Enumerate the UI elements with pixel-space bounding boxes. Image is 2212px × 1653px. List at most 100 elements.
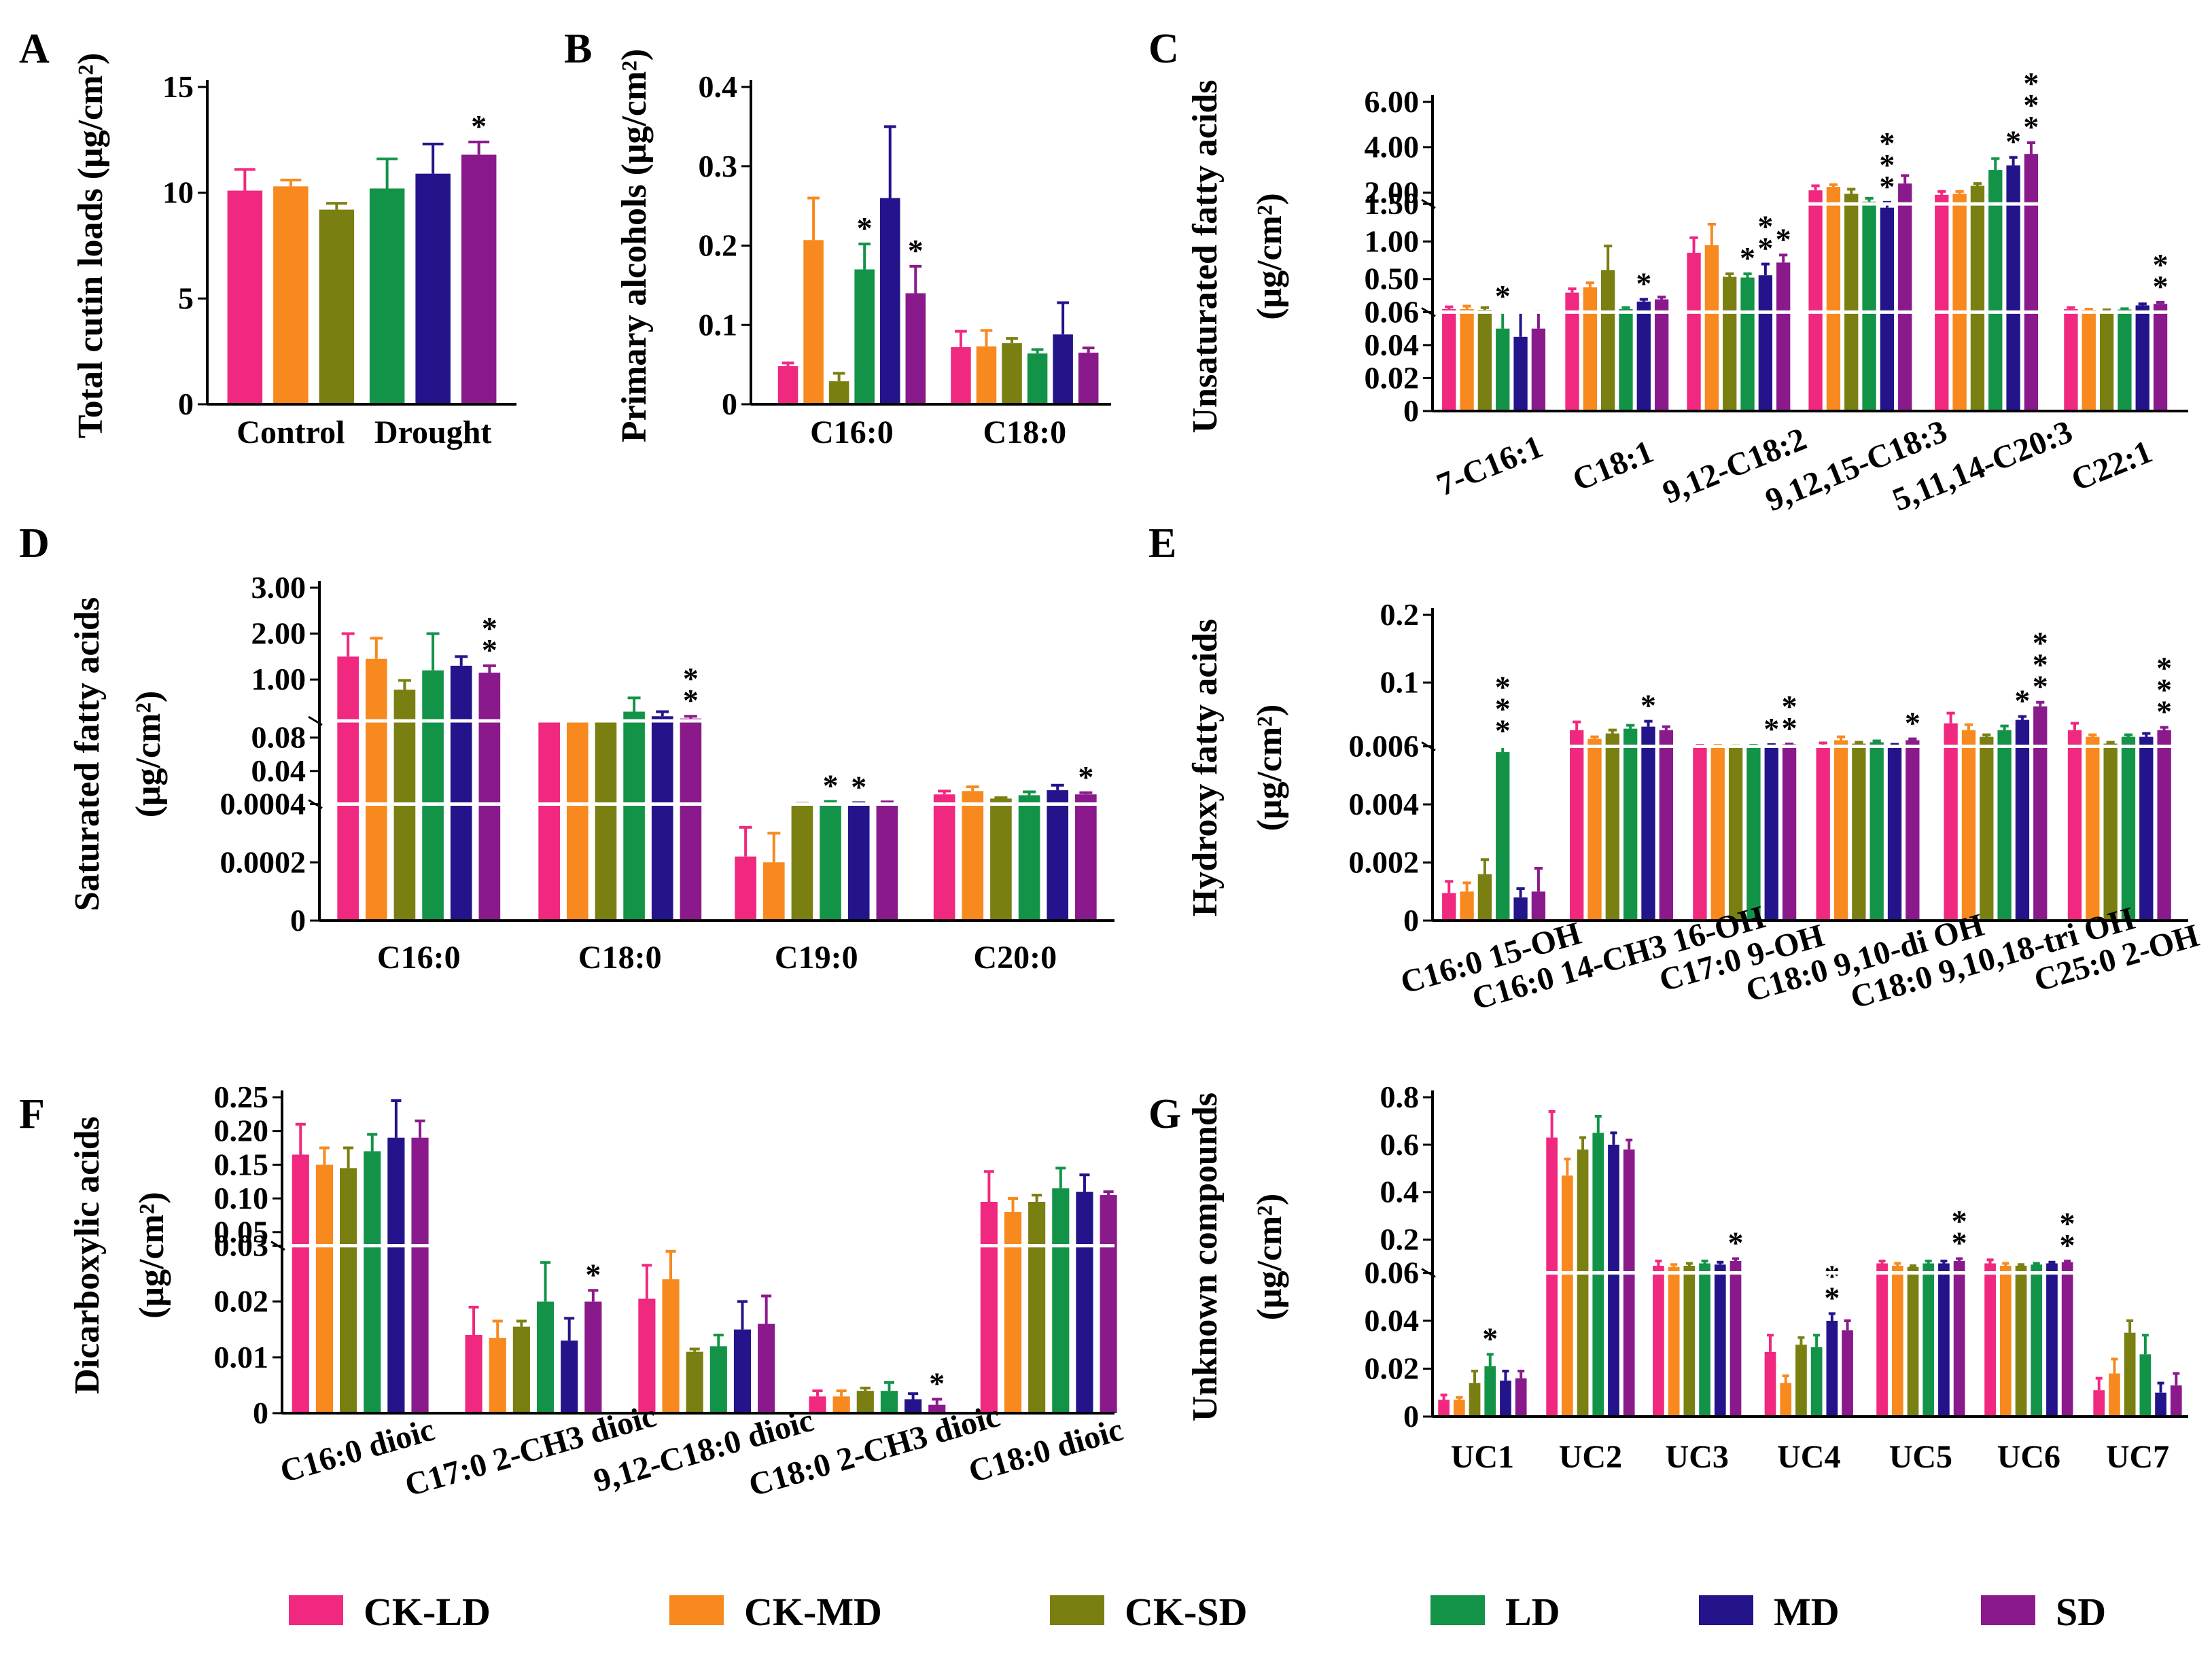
category-label: Control	[236, 414, 345, 450]
bar	[2170, 1385, 2182, 1417]
bar	[2006, 165, 2020, 411]
significance-star: *	[585, 1257, 601, 1292]
significance-star: *	[1740, 241, 1755, 275]
bar	[2015, 1266, 2027, 1417]
bar	[2067, 730, 2082, 921]
y-tick-label: 0.3	[699, 149, 738, 183]
y-tick-label: 0.02	[1365, 360, 1420, 395]
legend-label: SD	[2056, 1590, 2106, 1634]
bar	[1641, 726, 1655, 921]
y-tick-label: 0.02	[214, 1284, 269, 1319]
y-tick-label: 0.2	[1380, 597, 1420, 632]
bar	[415, 173, 451, 404]
bar	[1561, 1175, 1573, 1417]
bar	[1938, 1263, 1950, 1417]
bar	[847, 803, 870, 921]
bar	[951, 346, 971, 404]
bar	[2135, 305, 2149, 411]
bar	[1460, 891, 1474, 921]
bar	[227, 190, 263, 404]
bar	[1442, 893, 1456, 921]
category-label: UC1	[1451, 1439, 1514, 1475]
category-label: C20:0	[973, 940, 1057, 976]
bar	[1758, 275, 1773, 411]
bar	[623, 711, 645, 921]
bar	[1100, 1195, 1117, 1413]
bar	[1833, 740, 1848, 921]
bar	[1795, 1345, 1807, 1417]
bar	[1654, 299, 1669, 411]
bar	[1002, 343, 1022, 404]
category-label: C16:0	[377, 940, 461, 976]
bar	[584, 1301, 602, 1413]
bar	[1477, 874, 1492, 921]
bar	[856, 1391, 874, 1413]
bar	[1496, 752, 1510, 921]
y-tick-label: 6.00	[1365, 84, 1420, 119]
bar	[1592, 1133, 1604, 1417]
bar	[1782, 744, 1797, 921]
significance-star: *	[2156, 673, 2172, 707]
bar	[1730, 1261, 1742, 1417]
y-tick-label: 0.10	[214, 1181, 269, 1215]
y-tick-label: 5	[178, 281, 194, 315]
panel-letter: F	[19, 1091, 45, 1137]
y-tick-label: 0.8	[1380, 1080, 1420, 1114]
bar	[1531, 328, 1546, 411]
bar	[879, 198, 900, 404]
y-axis-unit: (μg/cm²)	[1250, 1194, 1289, 1321]
bar	[1546, 1137, 1558, 1417]
significance-star: *	[1952, 1204, 1967, 1239]
bar	[1808, 190, 1823, 411]
legend-label: CK-SD	[1125, 1590, 1247, 1634]
bar	[566, 721, 589, 921]
y-tick-label: 0.04	[251, 753, 306, 788]
bar	[1438, 1400, 1450, 1417]
bar	[1714, 1264, 1726, 1417]
bar	[489, 1338, 506, 1413]
panel-letter: B	[564, 26, 592, 72]
y-tick-label: 0	[1403, 903, 1419, 938]
bar	[450, 665, 472, 921]
significance-star: *	[683, 661, 699, 696]
bar	[733, 1329, 752, 1413]
significance-star: *	[2005, 124, 2021, 159]
bar	[1923, 1263, 1935, 1417]
significance-star: *	[471, 109, 487, 143]
bar	[1776, 262, 1791, 411]
bar	[1605, 733, 1619, 921]
significance-star: *	[2023, 88, 2039, 122]
panel-letter: C	[1148, 26, 1179, 72]
bar	[1075, 794, 1097, 921]
y-tick-label: 0.06	[1365, 294, 1420, 329]
legend-swatch	[1981, 1595, 2035, 1625]
bar	[854, 269, 875, 404]
bar	[686, 1351, 703, 1413]
significance-star: *	[1782, 689, 1797, 724]
bar	[880, 1391, 898, 1413]
significance-star: *	[2033, 647, 2048, 682]
legend-swatch	[1699, 1595, 1753, 1625]
bar	[1570, 730, 1584, 921]
significance-star: *	[1879, 169, 1895, 204]
significance-star: *	[683, 683, 699, 717]
bar	[2139, 1354, 2152, 1417]
y-tick-label: 1.00	[251, 662, 306, 696]
y-axis-label: Dicarboxylic acids	[68, 1116, 107, 1394]
significance-star: *	[1495, 279, 1511, 313]
category-label: C16:0	[810, 414, 894, 450]
bar	[1469, 1383, 1481, 1417]
significance-star: *	[2023, 109, 2039, 144]
legend-label: CK-MD	[744, 1590, 882, 1634]
y-tick-label: 0	[253, 1396, 268, 1430]
bar	[337, 656, 359, 921]
significance-star: *	[2156, 694, 2172, 729]
y-tick-label: 0.1	[699, 307, 738, 342]
category-label: C19:0	[775, 940, 858, 976]
chart-c: * ** ** **** * *****00.020.040.060.501.001.50…	[1186, 66, 2188, 518]
bar	[933, 794, 955, 921]
y-tick-label: 0.2	[699, 228, 738, 263]
bar	[1997, 730, 2012, 921]
bar	[1898, 183, 1912, 411]
bar	[2093, 1390, 2105, 1417]
